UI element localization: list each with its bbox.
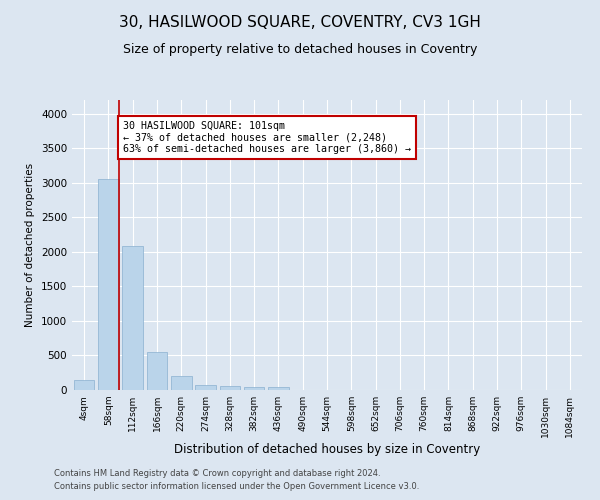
Bar [244, 386, 265, 390]
Text: Contains public sector information licensed under the Open Government Licence v3: Contains public sector information licen… [54, 482, 419, 491]
X-axis label: Distribution of detached houses by size in Coventry: Distribution of detached houses by size … [174, 442, 480, 456]
Bar [74, 380, 94, 390]
Bar [98, 180, 119, 390]
Text: 30, HASILWOOD SQUARE, COVENTRY, CV3 1GH: 30, HASILWOOD SQUARE, COVENTRY, CV3 1GH [119, 15, 481, 30]
Text: Contains HM Land Registry data © Crown copyright and database right 2024.: Contains HM Land Registry data © Crown c… [54, 468, 380, 477]
Text: Size of property relative to detached houses in Coventry: Size of property relative to detached ho… [123, 42, 477, 56]
Bar [195, 385, 216, 390]
Text: 30 HASILWOOD SQUARE: 101sqm
← 37% of detached houses are smaller (2,248)
63% of : 30 HASILWOOD SQUARE: 101sqm ← 37% of det… [123, 120, 411, 154]
Y-axis label: Number of detached properties: Number of detached properties [25, 163, 35, 327]
Bar [146, 352, 167, 390]
Bar [122, 246, 143, 390]
Bar [220, 386, 240, 390]
Bar [268, 386, 289, 390]
Bar [171, 376, 191, 390]
